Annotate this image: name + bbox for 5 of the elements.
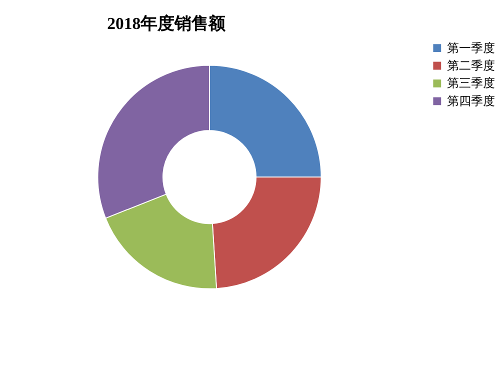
legend-label: 第四季度 xyxy=(446,94,495,108)
legend-label: 第二季度 xyxy=(446,58,495,72)
legend-label: 第一季度 xyxy=(446,40,495,55)
legend-label: 第三季度 xyxy=(446,76,495,90)
chart-title: 2018年度销售额 xyxy=(107,14,227,33)
